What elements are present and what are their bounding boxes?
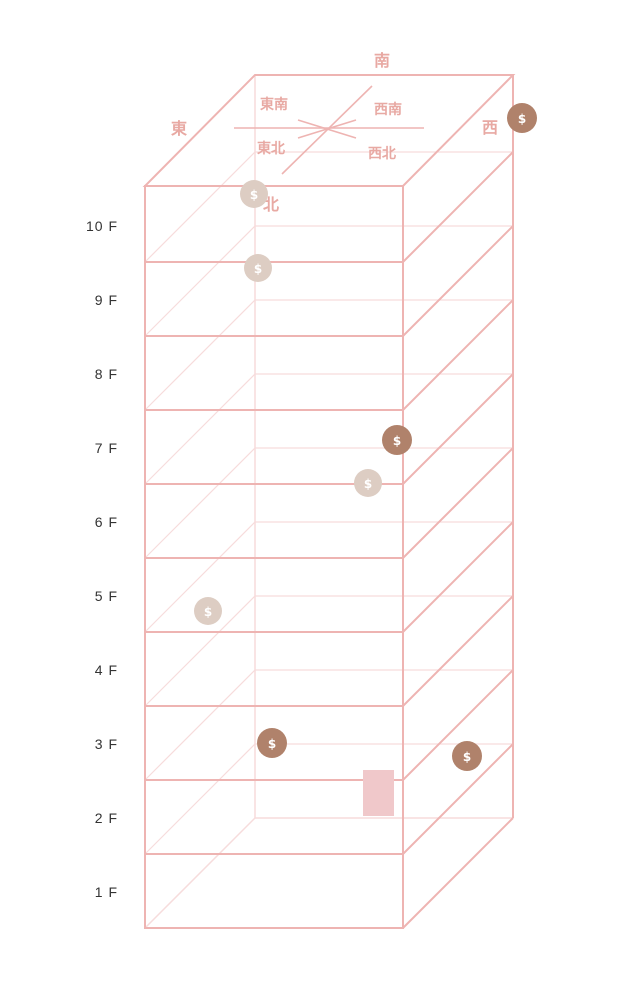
svg-text:$: $ (254, 262, 262, 276)
floor-planes-back (144, 151, 513, 855)
compass-southeast: 東南 (260, 96, 288, 113)
coin-icon-light: $ (240, 180, 268, 208)
floor-label-10: 10 F (86, 218, 118, 234)
door-marker (363, 770, 394, 816)
floor-label-8: 8 F (95, 366, 118, 382)
coin-icon-dark: $ (507, 103, 537, 133)
coin-icon-dark: $ (257, 728, 287, 758)
coin-icon-light: $ (354, 469, 382, 497)
svg-text:$: $ (364, 477, 372, 491)
compass-northwest: 西北 (368, 146, 396, 162)
coin-icon-dark: $ (382, 425, 412, 455)
compass-northeast: 東北 (257, 140, 285, 157)
floor-label-7: 7 F (95, 440, 118, 456)
coin-icon-dark: $ (452, 741, 482, 771)
floor-label-1: 1 F (95, 884, 118, 900)
floor-labels: 1 F 2 F 3 F 4 F 5 F 6 F 7 F 8 F 9 F 10 F (86, 218, 118, 900)
floor-label-2: 2 F (95, 810, 118, 826)
compass-south: 南 (374, 51, 390, 70)
floor-label-9: 9 F (95, 292, 118, 308)
building-frame (142, 74, 516, 929)
svg-text:$: $ (463, 750, 471, 764)
floor-label-4: 4 F (95, 662, 118, 678)
svg-text:$: $ (268, 737, 276, 751)
svg-text:$: $ (393, 434, 401, 448)
coin-icon-light: $ (244, 254, 272, 282)
coin-markers: $ $ $ $ $ $ $ $ (194, 103, 537, 771)
svg-text:$: $ (204, 605, 212, 619)
svg-text:$: $ (250, 188, 258, 202)
compass-west: 西 (482, 118, 498, 137)
compass-north: 北 (263, 195, 279, 214)
coin-icon-light: $ (194, 597, 222, 625)
compass-east: 東 (171, 119, 187, 138)
floor-label-6: 6 F (95, 514, 118, 530)
svg-text:$: $ (518, 112, 526, 126)
floor-label-5: 5 F (95, 588, 118, 604)
compass: 南 東 西 北 東南 西南 東北 西北 (171, 51, 498, 214)
compass-southwest: 西南 (374, 101, 402, 118)
floor-label-3: 3 F (95, 736, 118, 752)
